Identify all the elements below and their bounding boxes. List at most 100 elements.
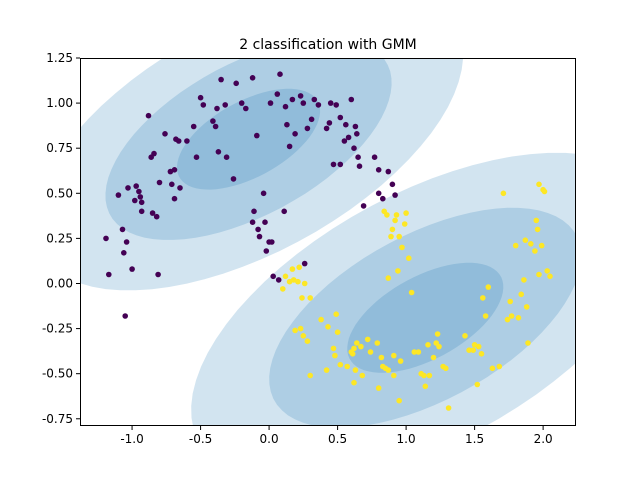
chart-title: 2 classification with GMM [239,37,417,53]
scatter-point-class-0 [351,145,357,151]
scatter-point-class-1 [280,286,286,292]
scatter-point-class-0 [115,192,122,198]
scatter-point-class-1 [304,338,311,345]
scatter-point-class-0 [330,161,337,168]
scatter-point-class-1 [332,352,338,359]
gmm-ellipse-c1-s3 [191,152,576,426]
scatter-point-class-1 [532,248,538,254]
x-tick-label: 0.0 [260,432,279,446]
scatter-point-class-1 [395,268,401,274]
scatter-point-class-1 [391,352,397,359]
y-tick-label: 1.25 [46,51,73,65]
scatter-point-class-0 [380,195,386,202]
scatter-point-class-0 [389,181,396,188]
scatter-point-class-1 [521,277,527,283]
scatter-point-class-0 [197,94,204,101]
scatter-point-class-1 [388,233,394,240]
scatter-point-class-0 [337,161,344,168]
scatter-point-class-1 [396,233,403,240]
scatter-point-class-0 [121,250,127,256]
scatter-point-class-0 [193,154,200,160]
scatter-point-class-0 [249,219,256,225]
scatter-point-class-1 [478,351,485,357]
scatter-point-class-0 [210,118,216,124]
scatter-point-class-1 [296,264,303,271]
scatter-point-class-0 [352,123,359,130]
scatter-point-class-0 [137,194,144,200]
scatter-point-class-1 [544,268,550,274]
scatter-point-class-1 [393,212,400,218]
scatter-point-class-0 [354,131,360,137]
scatter-point-class-0 [297,93,304,99]
scatter-point-class-0 [300,100,307,106]
scatter-point-class-1 [403,210,409,216]
scatter-point-class-1 [354,340,360,346]
scatter-point-class-0 [327,100,334,106]
y-tick-label: -0.25 [42,322,73,336]
scatter-point-class-1 [391,372,397,379]
scatter-point-class-0 [156,179,163,186]
gmm-ellipse-c1-s1 [347,262,504,373]
scatter-point-class-0 [162,131,168,137]
scatter-point-class-0 [251,208,257,215]
scatter-point-class-1 [389,226,396,233]
scatter-point-class-0 [133,183,139,189]
scatter-point-class-0 [348,96,355,103]
scatter-point-class-1 [334,329,341,336]
scatter-point-class-0 [267,100,274,106]
scatter-point-class-0 [123,239,130,245]
scatter-point-class-0 [392,192,398,198]
scatter-point-class-1 [385,367,392,373]
scatter-point-class-0 [337,114,344,121]
scatter-point-class-1 [351,379,357,386]
scatter-point-class-1 [318,316,324,323]
scatter-point-class-1 [518,291,524,298]
x-tick-label: 0.5 [328,432,347,446]
scatter-point-class-0 [360,203,367,209]
scatter-point-class-1 [385,275,392,281]
scatter-point-class-1 [425,342,431,348]
scatter-point-class-1 [421,372,427,379]
scatter-point-class-1 [344,363,351,370]
scatter-point-class-0 [145,112,152,119]
y-tick-label: 0.25 [46,231,73,245]
scatter-point-class-0 [333,102,340,108]
scatter-point-class-0 [122,313,128,319]
scatter-point-class-0 [103,235,109,242]
scatter-point-class-0 [212,123,219,130]
scatter-point-class-0 [132,197,138,204]
scatter-point-class-1 [351,345,357,352]
x-tick-label: -1.0 [120,432,143,446]
x-tick-label: 1.5 [465,432,484,446]
scatter-point-class-0 [249,75,256,81]
scatter-point-class-1 [547,273,553,280]
scatter-point-class-1 [422,383,429,390]
gmm-ellipse-c0-s3 [80,58,464,291]
scatter-point-class-0 [371,154,378,160]
scatter-point-class-0 [326,120,333,126]
gmm-ellipse-c0-s1 [177,88,321,190]
scatter-point-class-0 [171,167,178,173]
scatter-point-class-1 [330,345,337,352]
scatter-point-class-0 [243,105,249,112]
scatter-point-class-1 [292,327,298,334]
scatter-point-class-0 [375,167,382,173]
scatter-point-class-0 [301,260,308,267]
scatter-point-class-1 [323,367,330,373]
scatter-point-class-1 [399,244,405,251]
scatter-point-class-0 [323,125,330,132]
plot-frame [80,58,576,426]
scatter-point-class-1 [352,367,359,373]
x-tick-label: -0.5 [189,432,212,446]
scatter-point-class-0 [136,188,142,195]
scatter-point-class-0 [375,190,382,197]
scatter-point-class-0 [222,102,228,108]
y-tick-label: -0.75 [42,412,73,426]
scatter-point-class-1 [290,277,297,283]
scatter-point-class-1 [349,351,356,357]
scatter-point-class-1 [359,372,366,379]
scatter-point-class-0 [256,233,263,240]
scatter-point-class-1 [397,358,404,364]
y-tick-label: 0.75 [46,141,73,155]
scatter-point-class-1 [307,295,314,301]
